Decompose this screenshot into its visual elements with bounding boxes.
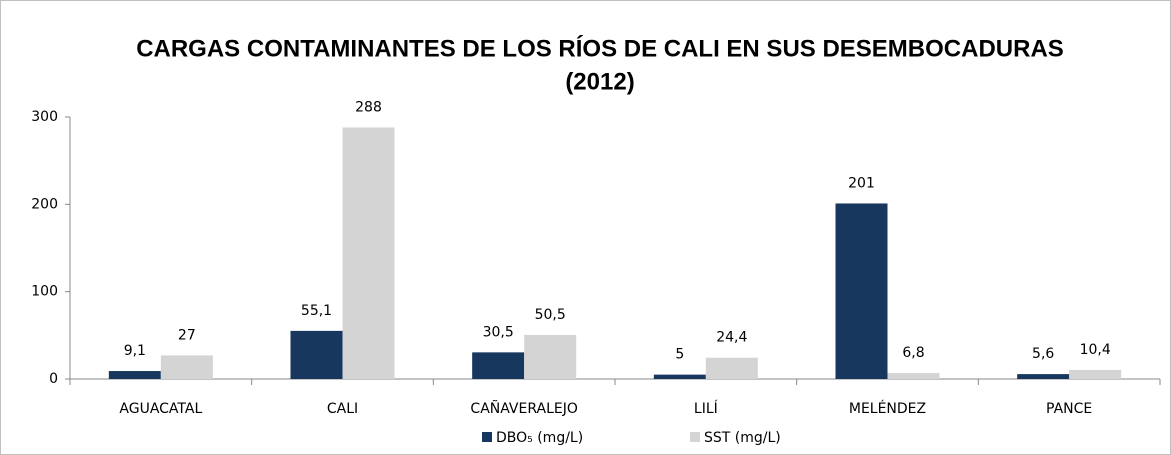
value-label: 5,6: [1032, 346, 1054, 362]
bar: [160, 355, 213, 379]
x-tick-label: PANCE: [1046, 401, 1092, 417]
x-tick-label: CAÑAVERALEJO: [470, 400, 577, 417]
value-label: 30,5: [483, 324, 514, 340]
x-tick-label: LILÍ: [694, 400, 718, 417]
value-label: 288: [355, 99, 382, 115]
value-label: 10,4: [1080, 342, 1111, 358]
y-tick-label: 100: [31, 284, 58, 300]
legend-swatch: [482, 432, 492, 442]
value-label: 27: [178, 327, 196, 343]
bar: [108, 371, 161, 379]
bar: [342, 127, 395, 379]
bar: [290, 330, 343, 379]
chart-title: CARGAS CONTAMINANTES DE LOS RÍOS DE CALI…: [136, 34, 1064, 62]
bar: [887, 373, 940, 379]
bar: [653, 374, 706, 379]
bar: [1017, 374, 1070, 379]
x-tick-label: MELÉNDEZ: [849, 400, 926, 417]
value-label: 6,8: [902, 345, 924, 361]
legend-label: DBO₅ (mg/L): [496, 430, 583, 446]
bar: [524, 334, 577, 379]
bar: [1069, 369, 1122, 379]
y-tick-label: 300: [31, 109, 58, 125]
chart-title: (2012): [565, 68, 634, 95]
value-label: 55,1: [301, 303, 332, 319]
bar: [705, 357, 758, 379]
legend-swatch: [690, 432, 700, 442]
value-label: 201: [848, 175, 875, 191]
value-label: 24,4: [716, 330, 747, 346]
value-label: 9,1: [124, 343, 146, 359]
bar: [835, 203, 888, 379]
y-tick-label: 200: [31, 196, 58, 212]
value-label: 50,5: [535, 307, 566, 323]
value-label: 5: [675, 347, 684, 363]
bar: [472, 352, 525, 379]
legend-label: SST (mg/L): [704, 430, 781, 446]
x-tick-label: AGUACATAL: [119, 401, 202, 417]
y-tick-label: 0: [49, 371, 58, 387]
x-tick-label: CALI: [327, 401, 358, 417]
